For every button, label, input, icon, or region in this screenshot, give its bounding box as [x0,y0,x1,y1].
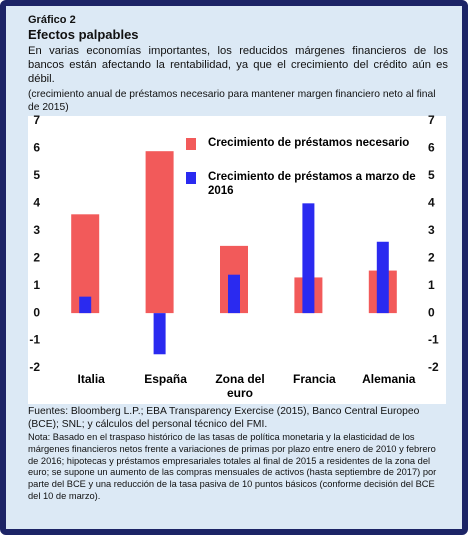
y2-tick-label: 7 [428,113,435,127]
y2-tick-label: 0 [428,305,435,319]
figure-label: Gráfico 2 [28,14,76,26]
bar [79,296,92,314]
note: Nota: Basado en el traspaso histórico de… [28,432,437,501]
legend-label: Crecimiento de préstamos necesario [208,137,410,149]
y-tick-label: 2 [33,250,40,264]
x-tick-label: Alemania [362,372,416,386]
y2-tick-label: 2 [428,250,435,264]
bar [228,274,240,314]
legend-swatch [186,172,196,184]
y-tick-label: 1 [33,278,40,292]
y-tick-label: 4 [33,196,40,210]
chart-title: Efectos palpables [28,27,139,42]
bar [145,151,174,314]
y-tick-label: 7 [33,113,40,127]
y-tick-label: 6 [33,141,40,155]
description: En varias economías importantes, los red… [28,45,448,85]
bar [153,313,166,355]
y2-tick-label: 4 [428,196,435,210]
y-tick-label: -1 [29,333,40,347]
legend-swatch [186,138,196,150]
sources: Fuentes: Bloomberg L.P.; EBA Transparenc… [28,406,420,430]
chart: -2 -1 0 1 2 3 4 5 6 7 -2 -1 0 1 2 3 4 5 6 7 [28,113,446,404]
x-tick-label: Italia [77,372,105,386]
y2-tick-label: 3 [428,223,435,237]
y-tick-label: 3 [33,223,40,237]
bar [376,241,389,314]
y2-tick-label: 5 [428,168,435,182]
y2-tick-label: -1 [428,333,439,347]
bar [302,203,315,314]
x-tick-label: España [144,372,187,386]
subtitle: (crecimiento anual de préstamos necesari… [28,89,436,113]
y-tick-label: 5 [33,168,40,182]
legend-label: Crecimiento de préstamos a marzo de 2016 [208,171,416,197]
y-tick-label: 0 [33,305,40,319]
x-tick-label: Francia [293,372,336,386]
y-tick-label: -2 [29,360,40,374]
y2-tick-label: 1 [428,278,435,292]
x-tick-label: Zona del euro [215,372,265,400]
y2-tick-label: 6 [428,141,435,155]
y2-tick-label: -2 [428,360,439,374]
